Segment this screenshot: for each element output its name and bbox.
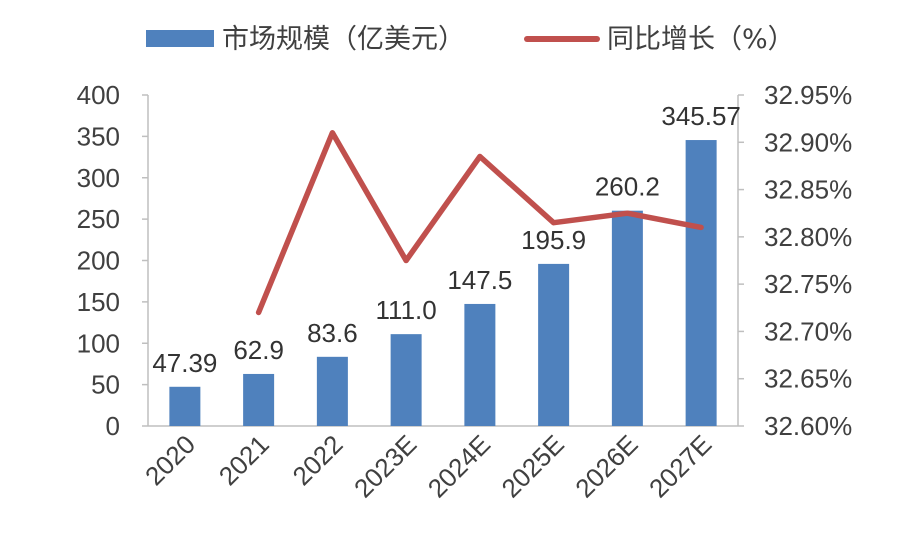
bars xyxy=(169,140,717,426)
right-tick-label: 32.70% xyxy=(764,316,852,346)
bar xyxy=(538,263,570,426)
x-tick-label: 2021 xyxy=(213,429,275,491)
x-tick-label: 2025E xyxy=(495,429,569,503)
growth-line xyxy=(255,130,704,316)
bar-data-label: 83.6 xyxy=(307,318,358,348)
bar xyxy=(169,386,201,426)
legend-line-label: 同比增长（%） xyxy=(607,24,795,55)
bar-data-label: 62.9 xyxy=(233,335,284,365)
bar xyxy=(685,140,717,426)
legend: 市场规模（亿美元） 同比增长（%） xyxy=(146,24,795,55)
growth-line-layer xyxy=(255,130,704,316)
x-tick-label: 2023E xyxy=(348,429,422,503)
left-tick-label: 0 xyxy=(106,411,120,441)
right-tick-label: 32.85% xyxy=(764,175,852,205)
right-tick-label: 32.95% xyxy=(764,80,852,110)
right-tick-label: 32.65% xyxy=(764,364,852,394)
legend-bar-swatch xyxy=(146,30,214,47)
bar-data-label: 195.9 xyxy=(521,225,586,255)
bar-data-label: 260.2 xyxy=(595,172,660,202)
x-tick-label: 2027E xyxy=(643,429,717,503)
right-tick-label: 32.80% xyxy=(764,222,852,252)
left-tick-label: 100 xyxy=(77,328,120,358)
x-tick-label: 2022 xyxy=(287,429,349,491)
bar-data-label: 47.39 xyxy=(152,348,217,378)
bar-data-label: 147.5 xyxy=(447,265,512,295)
left-tick-label: 350 xyxy=(77,121,120,151)
right-tick-label: 32.90% xyxy=(764,127,852,157)
right-tick-label: 32.75% xyxy=(764,269,852,299)
right-tick-label: 32.60% xyxy=(764,411,852,441)
left-tick-label: 150 xyxy=(77,287,120,317)
bar xyxy=(390,334,422,426)
bar xyxy=(464,303,496,426)
bar-data-labels: 47.39 62.9 83.6 111.0 147.5 195.9 260.2 345.57 xyxy=(152,101,741,378)
bar xyxy=(611,210,643,426)
left-tick-label: 400 xyxy=(77,80,120,110)
legend-bar-label: 市场规模（亿美元） xyxy=(222,24,465,55)
left-tick-label: 50 xyxy=(91,370,120,400)
bar xyxy=(316,356,348,426)
x-tick-label: 2026E xyxy=(569,429,643,503)
bar-data-label: 111.0 xyxy=(376,295,437,325)
left-tick-label: 250 xyxy=(77,204,120,234)
bar xyxy=(243,373,275,426)
bar-data-label: 345.57 xyxy=(661,101,741,131)
left-tick-label: 300 xyxy=(77,163,120,193)
x-tick-label: 2024E xyxy=(422,429,496,503)
x-tick-label: 2020 xyxy=(139,429,201,491)
left-tick-label: 200 xyxy=(77,246,120,276)
